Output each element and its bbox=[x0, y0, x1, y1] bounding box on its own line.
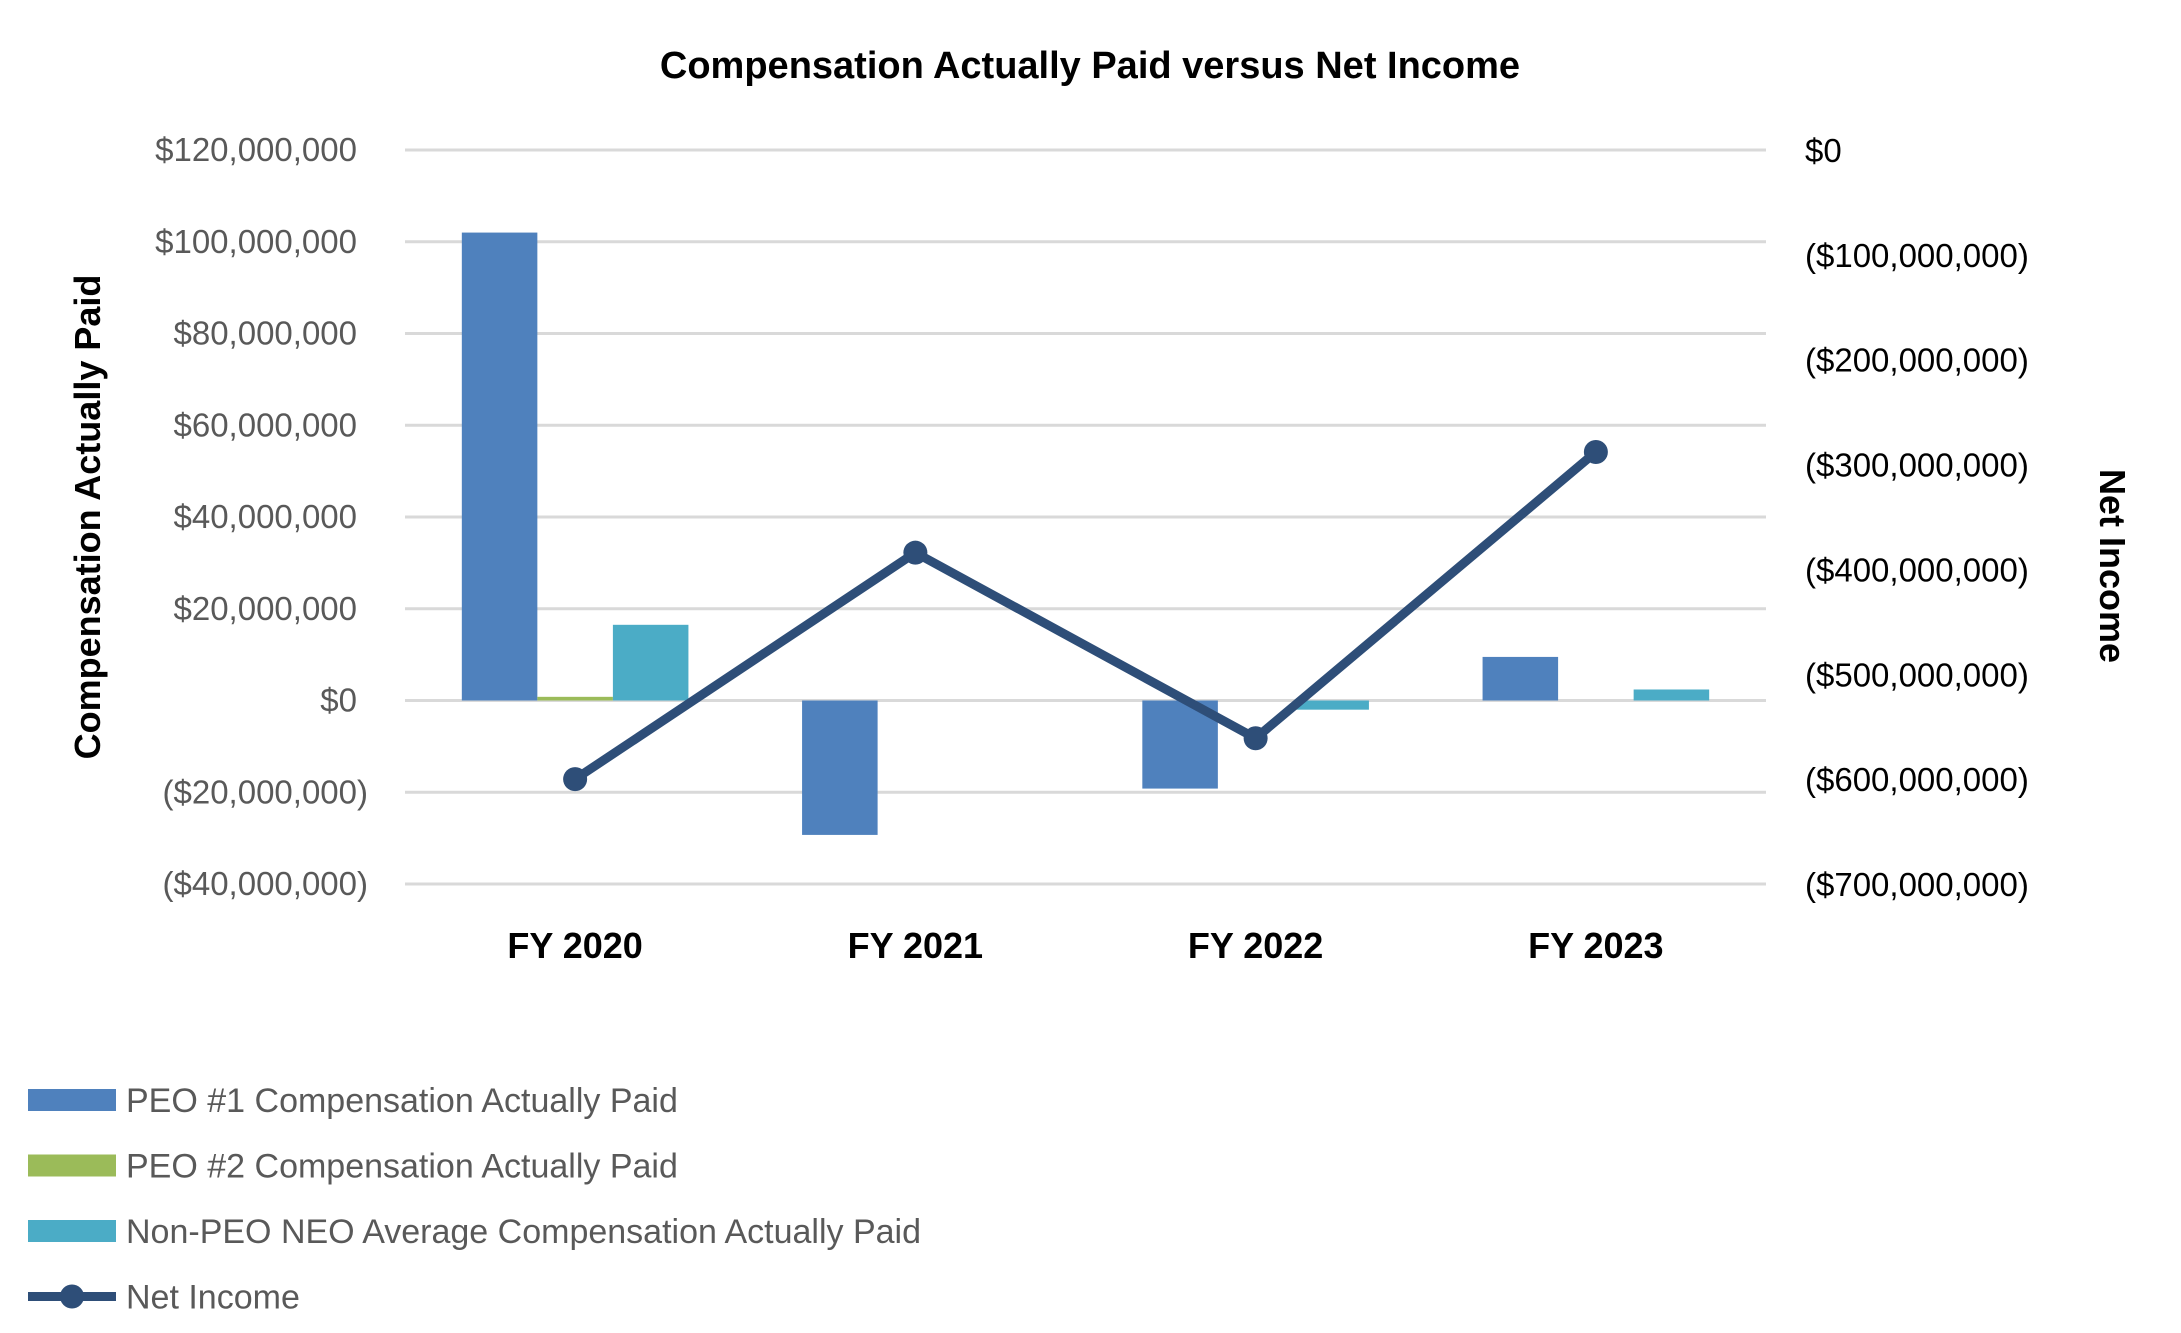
right-axis-label: Net Income bbox=[2092, 469, 2133, 663]
bar bbox=[1482, 656, 1559, 701]
legend-label: Net Income bbox=[126, 1279, 300, 1317]
line-point bbox=[903, 540, 928, 565]
line-point bbox=[1583, 439, 1608, 464]
left-tick-label: $60,000,000 bbox=[173, 406, 357, 443]
bar bbox=[612, 624, 689, 701]
left-tick-label: $20,000,000 bbox=[173, 590, 357, 627]
bar bbox=[1633, 689, 1710, 701]
left-tick-label: $120,000,000 bbox=[155, 131, 357, 168]
left-axis-ticks: $120,000,000 $100,000,000 $80,000,000 $60,0… bbox=[155, 131, 368, 902]
left-tick-label: $80,000,000 bbox=[173, 315, 357, 352]
gridlines bbox=[405, 148, 1766, 886]
chart-title: Compensation Actually Paid versus Net In… bbox=[660, 45, 1520, 87]
right-axis-ticks: $0 ($100,000,000) ($200,000,000) ($300,000,… bbox=[1805, 132, 2029, 903]
bar bbox=[1293, 700, 1369, 710]
left-axis-label: Compensation Actually Paid bbox=[67, 275, 108, 760]
legend-swatch bbox=[28, 1154, 116, 1177]
line-path bbox=[572, 448, 1599, 783]
right-tick-label: ($300,000,000) bbox=[1805, 447, 2029, 484]
right-tick-label: ($500,000,000) bbox=[1805, 656, 2029, 693]
bar bbox=[461, 232, 538, 701]
category-label: FY 2021 bbox=[848, 925, 983, 966]
legend-label: Non-PEO NEO Average Compensation Actuall… bbox=[126, 1213, 921, 1251]
line-point bbox=[563, 767, 588, 792]
right-tick-label: ($200,000,000) bbox=[1805, 342, 2029, 379]
left-tick-label: ($20,000,000) bbox=[163, 773, 369, 810]
legend-swatch bbox=[28, 1089, 116, 1111]
left-tick-label: ($40,000,000) bbox=[163, 865, 369, 902]
category-label: FY 2020 bbox=[507, 925, 642, 966]
right-tick-label: ($600,000,000) bbox=[1805, 761, 2029, 798]
category-label: FY 2022 bbox=[1188, 925, 1323, 966]
net-income-line bbox=[563, 439, 1608, 792]
category-labels: FY 2020 FY 2021 FY 2022 FY 2023 bbox=[507, 925, 1663, 966]
right-tick-label: ($400,000,000) bbox=[1805, 551, 2029, 588]
right-tick-label: ($100,000,000) bbox=[1805, 237, 2029, 274]
left-tick-label: $0 bbox=[320, 682, 357, 719]
legend-marker bbox=[60, 1284, 84, 1309]
bars bbox=[461, 232, 1710, 835]
legend: PEO #1 Compensation Actually Paid PEO #2 … bbox=[28, 1082, 921, 1317]
legend-swatch bbox=[28, 1220, 116, 1242]
bar bbox=[537, 696, 613, 701]
right-tick-label: ($700,000,000) bbox=[1805, 866, 2029, 903]
left-tick-label: $40,000,000 bbox=[173, 498, 357, 535]
line-point bbox=[1243, 726, 1268, 751]
legend-label: PEO #2 Compensation Actually Paid bbox=[126, 1148, 678, 1186]
category-label: FY 2023 bbox=[1528, 925, 1663, 966]
legend-label: PEO #1 Compensation Actually Paid bbox=[126, 1082, 678, 1120]
bar bbox=[802, 700, 878, 835]
right-tick-label: $0 bbox=[1805, 132, 1842, 169]
left-tick-label: $100,000,000 bbox=[155, 223, 357, 260]
